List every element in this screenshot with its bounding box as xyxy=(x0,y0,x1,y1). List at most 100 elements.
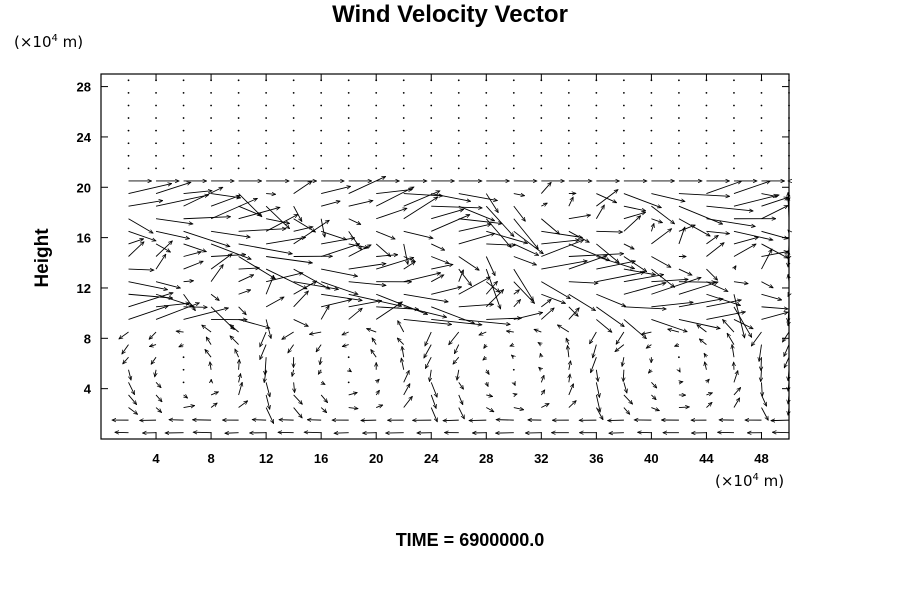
calm-point xyxy=(595,154,598,157)
wind-vector xyxy=(266,256,312,263)
wind-vector xyxy=(513,281,535,304)
wind-vector xyxy=(486,369,489,375)
wind-vector xyxy=(376,189,412,195)
calm-point xyxy=(457,91,460,94)
calm-point xyxy=(155,117,157,119)
wind-vector xyxy=(590,331,597,344)
calm-point xyxy=(265,91,268,94)
wind-vector xyxy=(266,218,290,224)
calm-point xyxy=(375,104,378,107)
wind-vector xyxy=(513,268,534,301)
calm-point xyxy=(127,117,130,119)
wind-vector xyxy=(431,287,461,295)
wind-vector xyxy=(293,319,309,327)
calm-point xyxy=(650,142,653,145)
calm-point xyxy=(567,129,570,132)
wind-vector xyxy=(609,433,624,434)
wind-vector xyxy=(320,407,327,413)
wind-vector xyxy=(675,345,680,347)
wind-vector xyxy=(342,345,349,347)
calm-point xyxy=(788,142,790,145)
calm-point xyxy=(457,104,460,107)
wind-vector xyxy=(123,356,129,364)
wind-vector xyxy=(238,229,287,232)
calm-point xyxy=(182,381,185,384)
calm-point xyxy=(182,368,185,371)
wind-vector xyxy=(540,182,551,194)
wind-vector xyxy=(397,338,405,345)
calm-point xyxy=(292,104,295,107)
calm-point xyxy=(678,356,680,359)
wind-vector xyxy=(184,395,188,398)
calm-point xyxy=(347,381,350,384)
wind-vector xyxy=(623,306,666,309)
wind-vector xyxy=(706,402,712,408)
calm-point xyxy=(430,104,433,107)
wind-vector xyxy=(348,231,362,249)
wind-vector xyxy=(398,321,405,333)
calm-point xyxy=(540,167,543,170)
wind-vector xyxy=(596,243,619,263)
wind-vector xyxy=(155,394,162,402)
wind-vector xyxy=(403,262,416,270)
wind-vector xyxy=(348,301,382,308)
wind-vector xyxy=(485,281,497,295)
calm-point xyxy=(210,79,212,82)
wind-vector xyxy=(128,218,154,233)
wind-vector xyxy=(788,306,789,322)
wind-vector xyxy=(761,205,788,220)
wind-vector xyxy=(596,231,622,232)
wind-vector xyxy=(761,230,788,238)
wind-vector xyxy=(176,331,184,332)
wind-vector xyxy=(697,325,707,333)
wind-vector xyxy=(623,205,646,211)
wind-vector xyxy=(320,306,329,320)
wind-vector xyxy=(320,218,325,237)
wind-vector xyxy=(616,331,625,344)
wind-vector xyxy=(678,218,710,236)
wind-vector xyxy=(260,344,267,360)
wind-vector xyxy=(155,243,170,252)
wind-vector xyxy=(486,407,494,412)
wind-vector xyxy=(443,420,459,421)
wind-vector xyxy=(623,382,627,393)
calm-point xyxy=(595,91,598,94)
wind-vector xyxy=(321,238,355,245)
wind-vector xyxy=(265,297,284,308)
wind-vector xyxy=(265,319,271,338)
calm-point xyxy=(210,91,212,94)
wind-vector xyxy=(782,331,790,342)
wind-vector xyxy=(348,218,361,225)
wind-vector xyxy=(486,230,527,243)
wind-vector xyxy=(210,197,257,220)
wind-vector xyxy=(541,218,559,235)
calm-point xyxy=(567,154,570,157)
wind-vector xyxy=(342,332,349,335)
wind-vector xyxy=(678,193,730,197)
calm-point xyxy=(788,91,790,94)
wind-vector xyxy=(541,240,583,257)
calm-point xyxy=(402,91,405,94)
wind-vector xyxy=(266,194,276,195)
calm-point xyxy=(567,142,570,145)
calm-point xyxy=(430,129,433,132)
calm-point xyxy=(540,79,543,82)
wind-vector xyxy=(321,268,357,276)
wind-vector xyxy=(348,408,358,409)
wind-vector xyxy=(678,205,723,224)
wind-vector xyxy=(568,230,589,242)
wind-vector xyxy=(238,193,262,217)
calm-point xyxy=(595,129,598,132)
wind-vector xyxy=(733,230,773,240)
wind-vector xyxy=(210,293,219,300)
calm-point xyxy=(457,167,460,170)
wind-vector xyxy=(155,218,193,224)
calm-point xyxy=(265,167,268,170)
wind-vector xyxy=(403,318,452,324)
wind-vector xyxy=(651,279,688,283)
wind-vector xyxy=(376,255,398,257)
calm-point xyxy=(567,91,570,94)
wind-vector xyxy=(238,243,293,254)
x-tick-label: 8 xyxy=(207,451,214,466)
calm-point xyxy=(210,117,212,119)
